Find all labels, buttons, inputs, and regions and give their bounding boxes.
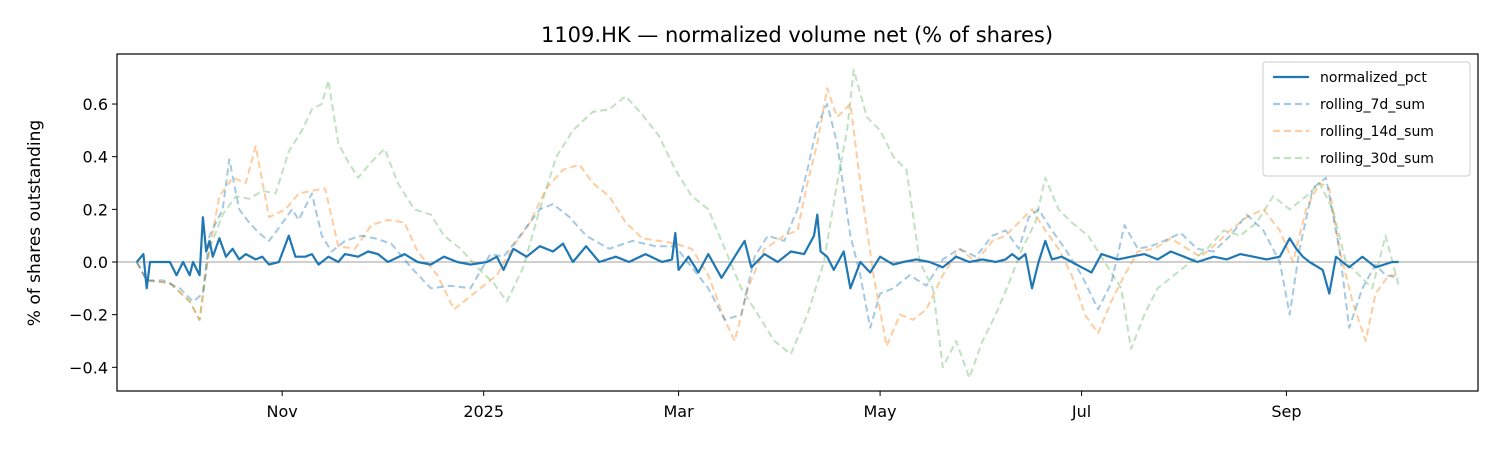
chart-title: 1109.HK — normalized volume net (% of sh…: [541, 23, 1053, 47]
x-tick-label: Mar: [663, 402, 694, 421]
x-tick-label: Jul: [1071, 402, 1091, 421]
legend: normalized_pct rolling_7d_sum rolling_14d_…: [1262, 61, 1471, 177]
y-axis-title: % of shares outstanding: [25, 120, 45, 326]
legend-label: rolling_7d_sum: [1320, 97, 1425, 113]
legend-label: rolling_30d_sum: [1320, 151, 1434, 167]
x-tick-label: Nov: [267, 402, 298, 421]
y-tick-label: −0.4: [69, 358, 108, 377]
y-tick-label: 0.0: [83, 253, 108, 272]
x-tick-label: May: [864, 402, 897, 421]
series-line-normalized-pct: [135, 213, 1399, 295]
x-tick-label: Sep: [1271, 402, 1301, 421]
legend-label: rolling_14d_sum: [1320, 124, 1434, 140]
legend-box: [1262, 61, 1471, 177]
series-line-rolling-30d-sum: [135, 68, 1400, 379]
plot-area: [117, 68, 1478, 379]
y-tick-label: 0.2: [83, 200, 108, 219]
legend-label: normalized_pct: [1320, 70, 1427, 86]
axes-frame: [116, 53, 1479, 392]
y-tick-label: 0.4: [83, 148, 108, 167]
series-line-rolling-14d-sum: [135, 87, 1399, 348]
y-tick-label: 0.6: [83, 95, 108, 114]
y-tick-label: −0.2: [69, 306, 108, 325]
series-line-rolling-7d-sum: [135, 103, 1399, 329]
x-tick-label: 2025: [463, 402, 504, 421]
